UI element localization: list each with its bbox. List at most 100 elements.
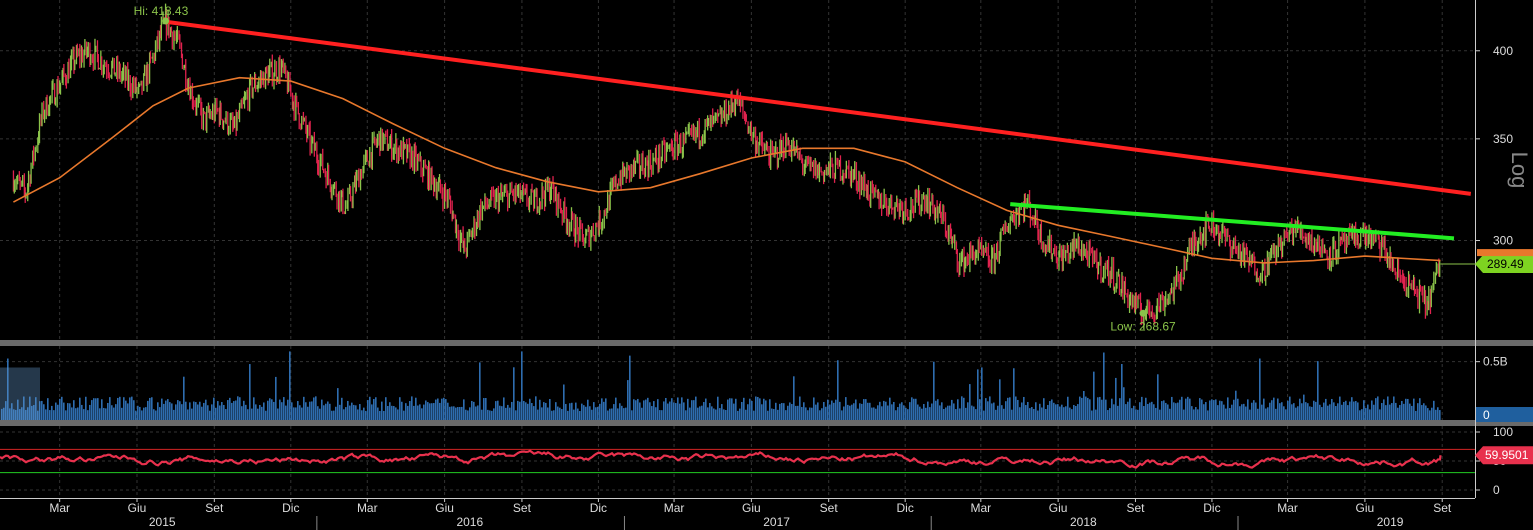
volume-bar xyxy=(511,401,513,420)
volume-bar xyxy=(11,403,13,420)
volume-bar xyxy=(575,402,577,420)
volume-bar xyxy=(603,401,605,420)
x-month-label: Set xyxy=(513,501,532,515)
volume-bar xyxy=(1143,406,1145,420)
volume-bar xyxy=(431,403,433,420)
volume-bar xyxy=(129,397,131,420)
volume-bar xyxy=(177,400,179,420)
volume-bar xyxy=(1021,402,1023,420)
volume-bar xyxy=(299,405,301,420)
volume-bar xyxy=(1337,403,1339,420)
volume-bar xyxy=(533,406,535,420)
volume-bar xyxy=(649,402,651,420)
volume-bar xyxy=(1097,397,1099,420)
price-series xyxy=(12,3,1475,330)
volume-bar xyxy=(33,405,35,420)
volume-bar xyxy=(749,398,751,420)
volume-bar xyxy=(1393,396,1395,420)
volume-bar xyxy=(837,360,839,420)
volume-bar xyxy=(331,410,333,420)
volume-bar xyxy=(107,402,109,420)
volume-bar xyxy=(43,404,45,420)
volume-bar xyxy=(269,398,271,420)
volume-bar xyxy=(1217,405,1219,420)
volume-bar xyxy=(1163,400,1165,420)
volume-bar xyxy=(629,355,631,420)
grid xyxy=(0,0,1475,498)
x-month-label: Mar xyxy=(664,501,685,515)
volume-bar xyxy=(1,408,3,420)
low-annotation: Low: 268.67 xyxy=(1110,319,1176,333)
volume-bar xyxy=(831,400,833,420)
volume-bar xyxy=(867,402,869,420)
volume-bar xyxy=(1321,407,1323,420)
volume-bar xyxy=(659,410,661,420)
volume-bar xyxy=(607,410,609,420)
volume-bar xyxy=(709,402,711,420)
y-tick-label: 400 xyxy=(1493,44,1513,58)
volume-bar xyxy=(645,399,647,420)
volume-bar xyxy=(1397,407,1399,420)
volume-bar xyxy=(57,404,59,420)
last-price-value: 289.49 xyxy=(1487,257,1524,271)
volume-bar xyxy=(387,405,389,420)
volume-bar xyxy=(717,396,719,420)
volume-bar xyxy=(1297,406,1299,420)
volume-bar xyxy=(1381,403,1383,420)
volume-bar xyxy=(1241,404,1243,420)
volume-bar xyxy=(383,410,385,420)
volume-bar xyxy=(499,405,501,420)
volume-bar xyxy=(801,407,803,420)
volume-bar xyxy=(1369,409,1371,420)
volume-bar xyxy=(1229,408,1231,420)
volume-bar xyxy=(1391,403,1393,420)
volume-bar xyxy=(169,402,171,420)
volume-bar xyxy=(1055,404,1057,420)
volume-bar xyxy=(759,398,761,420)
volume-bar xyxy=(835,399,837,420)
volume-bar xyxy=(919,406,921,420)
volume-bar xyxy=(13,409,15,420)
volume-bar xyxy=(1301,403,1303,420)
volume-bar xyxy=(231,402,233,420)
resistance-trendline xyxy=(165,19,1472,196)
volume-bar xyxy=(353,404,355,420)
volume-bar xyxy=(891,404,893,420)
volume-bar xyxy=(1429,410,1431,420)
volume-bar xyxy=(1417,403,1419,420)
volume-bar xyxy=(897,407,899,420)
volume-bar xyxy=(941,402,943,420)
volume-bar xyxy=(35,397,37,420)
volume-bar xyxy=(71,407,73,420)
price-panel xyxy=(0,0,1475,340)
volume-bar xyxy=(127,403,129,420)
volume-bar xyxy=(329,403,331,420)
volume-bar xyxy=(599,403,601,420)
x-month-label: Giu xyxy=(435,501,454,515)
volume-bar xyxy=(1001,405,1003,420)
volume-bar xyxy=(365,410,367,420)
volume-bar xyxy=(327,401,329,420)
volume-bar xyxy=(375,397,377,420)
volume-bar xyxy=(773,409,775,420)
volume-bar xyxy=(899,403,901,420)
volume-bar xyxy=(1257,408,1259,420)
x-month-label: Mar xyxy=(1277,501,1298,515)
volume-bar xyxy=(1309,406,1311,420)
volume-bar xyxy=(1253,400,1255,420)
volume-bar xyxy=(1125,404,1127,420)
panel-divider-price-volume[interactable] xyxy=(0,340,1533,346)
volume-bar xyxy=(543,402,545,420)
volume-bar xyxy=(637,398,639,420)
volume-bar xyxy=(991,403,993,420)
volume-bar xyxy=(377,407,379,420)
rsi-last-value: 59.9501 xyxy=(1485,448,1529,462)
panel-divider-volume-rsi[interactable] xyxy=(0,420,1533,426)
volume-bar xyxy=(1111,398,1113,420)
volume-bar xyxy=(693,400,695,420)
volume-bar xyxy=(39,401,41,420)
volume-bar xyxy=(389,402,391,420)
volume-bar xyxy=(139,406,141,420)
volume-bar xyxy=(875,408,877,420)
volume-bar xyxy=(1427,408,1429,420)
